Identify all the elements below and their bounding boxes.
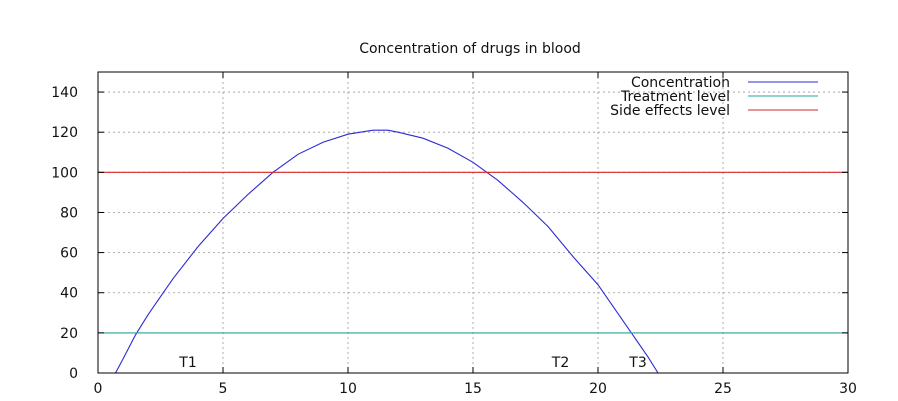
annotation-label: T3 [628,355,646,371]
x-tick-label: 10 [339,381,357,397]
y-tick-label: 60 [60,246,78,262]
y-tick-label: 80 [60,205,78,221]
series-layer [98,129,848,374]
x-tick-label: 25 [714,381,732,397]
annotation-label: T2 [551,355,569,371]
annotation-label: T1 [178,355,196,371]
x-tick-label: 0 [94,381,103,397]
chart-title: Concentration of drugs in blood [359,41,581,57]
x-tick-label: 20 [589,381,607,397]
y-tick-label: 40 [60,286,78,302]
x-tick-label: 30 [839,381,857,397]
y-tick-label: 120 [51,125,78,141]
y-tick-label: 100 [51,165,78,181]
legend-label: Side effects level [610,103,730,119]
legend-label: Concentration [631,75,730,91]
annotations: T1 T2 T3 [178,355,646,371]
grid [98,72,848,373]
axes: 0 20 40 60 80 100 120 140 0 5 10 15 20 25 30 [51,71,857,397]
x-tick-label: 15 [464,381,482,397]
x-tick-label: 5 [219,381,228,397]
y-tick-label: 0 [69,366,78,382]
series-line-concentration [115,129,659,374]
y-tick-label: 140 [51,85,78,101]
legend-label: Treatment level [620,89,730,105]
y-tick-label: 20 [60,326,78,342]
